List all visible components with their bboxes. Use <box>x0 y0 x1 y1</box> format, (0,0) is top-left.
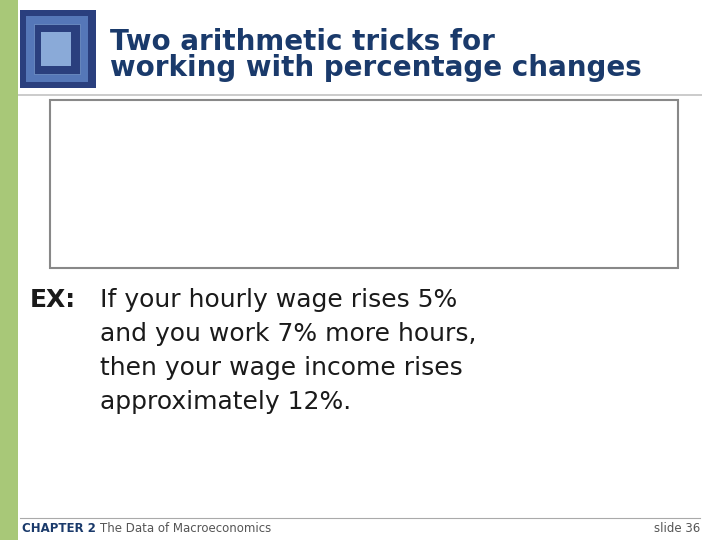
Text: then your wage income rises: then your wage income rises <box>100 356 463 380</box>
Text: and you work 7% more hours,: and you work 7% more hours, <box>100 322 477 346</box>
Text: Y: Y <box>345 232 361 252</box>
Text: X: X <box>329 162 346 182</box>
Text: Y: Y <box>347 128 363 148</box>
Text: 1.  For any variables: 1. For any variables <box>72 128 298 148</box>
Text: ,: , <box>360 128 367 148</box>
Text: working with percentage changes: working with percentage changes <box>110 54 642 82</box>
Text: If your hourly wage rises 5%: If your hourly wage rises 5% <box>100 288 457 312</box>
Text: slide 36: slide 36 <box>654 522 700 535</box>
Text: Two arithmetic tricks for: Two arithmetic tricks for <box>110 28 495 56</box>
Text: The Data of Macroeconomics: The Data of Macroeconomics <box>100 522 271 535</box>
Text: approximately 12%.: approximately 12%. <box>100 390 351 414</box>
Text: ): ) <box>381 162 390 182</box>
Text: ≈  percentage change in: ≈ percentage change in <box>80 198 354 218</box>
Text: percentage change in (: percentage change in ( <box>100 162 350 182</box>
Text: X: X <box>281 128 297 148</box>
Text: +  percentage change in: + percentage change in <box>110 232 384 252</box>
Text: X: X <box>316 198 333 218</box>
Text: Y: Y <box>368 162 384 182</box>
Text: CHAPTER 2: CHAPTER 2 <box>22 522 96 535</box>
Text: EX:: EX: <box>30 288 76 312</box>
Text: and: and <box>295 128 356 148</box>
Text: ×: × <box>341 162 373 182</box>
